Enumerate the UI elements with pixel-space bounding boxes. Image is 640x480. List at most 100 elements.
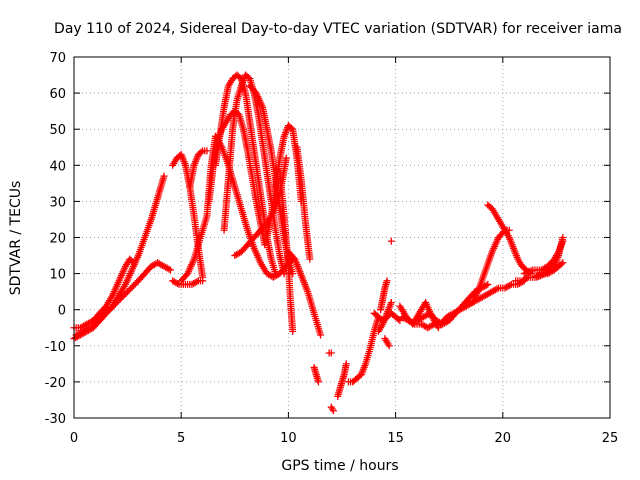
data-point — [107, 305, 115, 313]
data-point — [329, 407, 337, 415]
data-point — [505, 226, 513, 234]
series-arc-25 — [377, 277, 391, 314]
data-point — [306, 255, 314, 263]
data-point — [124, 288, 132, 296]
data-point — [114, 297, 122, 305]
data-point — [317, 331, 325, 339]
y-tick-label: 40 — [49, 159, 66, 174]
data-point — [108, 303, 116, 311]
series-arc-10 — [220, 71, 288, 278]
series-arc-15 — [276, 169, 297, 335]
data-point — [111, 300, 119, 308]
data-point — [523, 274, 531, 282]
data-point — [282, 154, 290, 162]
data-point — [500, 228, 508, 236]
data-point — [173, 280, 181, 288]
data-point — [91, 320, 99, 328]
x-tick-label: 5 — [177, 431, 185, 446]
data-point — [119, 292, 127, 300]
data-point — [396, 317, 404, 325]
data-point — [342, 360, 350, 368]
series-arc-32 — [469, 226, 513, 306]
data-point — [165, 265, 173, 273]
x-tick-label: 10 — [280, 431, 297, 446]
data-point — [104, 308, 112, 316]
series-arc-7 — [186, 147, 211, 191]
data-point — [289, 327, 297, 335]
data-point — [121, 291, 129, 299]
data-point — [203, 147, 211, 155]
data-point — [101, 311, 109, 319]
data-point — [99, 312, 107, 320]
data-point — [434, 324, 442, 332]
data-point — [193, 278, 201, 286]
x-tick-label: 20 — [495, 431, 512, 446]
data-point — [116, 295, 124, 303]
data-point — [122, 289, 130, 297]
series-arc-18 — [310, 363, 322, 386]
data-points — [70, 71, 567, 415]
data-point — [93, 319, 101, 327]
data-point — [105, 306, 113, 314]
axis-ticks: -30 -20 -10 0 10 20 30 40 50 60 70 0 5 10 15 20 25 — [45, 51, 619, 446]
data-point — [117, 294, 125, 302]
data-point — [383, 277, 391, 285]
series-arc-19 — [325, 349, 335, 357]
y-tick-label: -20 — [45, 376, 66, 391]
y-tick-label: 0 — [58, 304, 66, 319]
data-point — [482, 281, 490, 289]
data-point — [484, 280, 492, 288]
series-arc-26 — [381, 335, 393, 350]
series-arc-20 — [327, 403, 337, 415]
data-point — [314, 378, 322, 386]
data-point — [130, 281, 138, 289]
data-point — [166, 266, 174, 274]
data-point — [199, 277, 207, 285]
x-tick-label: 0 — [70, 431, 78, 446]
series-arc-31 — [484, 201, 535, 278]
data-point — [387, 237, 395, 245]
y-tick-label: -10 — [45, 340, 66, 355]
data-point — [125, 286, 133, 294]
data-point — [102, 309, 110, 317]
series-arc-4 — [169, 150, 207, 281]
y-tick-label: 70 — [49, 51, 66, 66]
data-point — [506, 281, 514, 289]
data-point — [289, 270, 297, 278]
chart-title: Day 110 of 2024, Sidereal Day-to-day VTE… — [54, 21, 622, 37]
y-tick-label: -30 — [45, 412, 66, 427]
data-point — [394, 315, 402, 323]
data-point — [110, 302, 118, 310]
series-arc-27 — [387, 237, 395, 245]
data-point — [327, 349, 335, 357]
y-tick-label: 50 — [49, 123, 66, 138]
series-arc-5 — [169, 277, 207, 288]
y-tick-label: 20 — [49, 232, 66, 247]
x-axis-title: GPS time / hours — [281, 458, 398, 474]
data-point — [385, 342, 393, 350]
data-point — [131, 280, 139, 288]
series-arc-21 — [334, 360, 350, 400]
data-point — [493, 285, 501, 293]
y-tick-label: 10 — [49, 268, 66, 283]
y-axis-title: SDTVAR / TECUs — [8, 181, 24, 296]
data-point — [96, 315, 104, 323]
data-point — [160, 172, 168, 180]
data-point — [98, 314, 106, 322]
data-point — [128, 283, 136, 291]
x-tick-label: 15 — [387, 431, 404, 446]
series-arc-24 — [374, 298, 395, 335]
y-tick-label: 30 — [49, 195, 66, 210]
series-arc-3 — [72, 259, 174, 339]
series-arc-17 — [293, 143, 314, 263]
y-tick-label: 60 — [49, 87, 66, 102]
data-point — [387, 298, 395, 306]
series-arc-11 — [212, 132, 297, 281]
series-arc-35 — [533, 234, 567, 281]
data-point — [557, 260, 565, 268]
plot-frame — [73, 56, 611, 419]
data-point — [559, 259, 567, 267]
grid-lines — [74, 57, 610, 418]
data-point — [127, 285, 135, 293]
data-point — [113, 298, 121, 306]
